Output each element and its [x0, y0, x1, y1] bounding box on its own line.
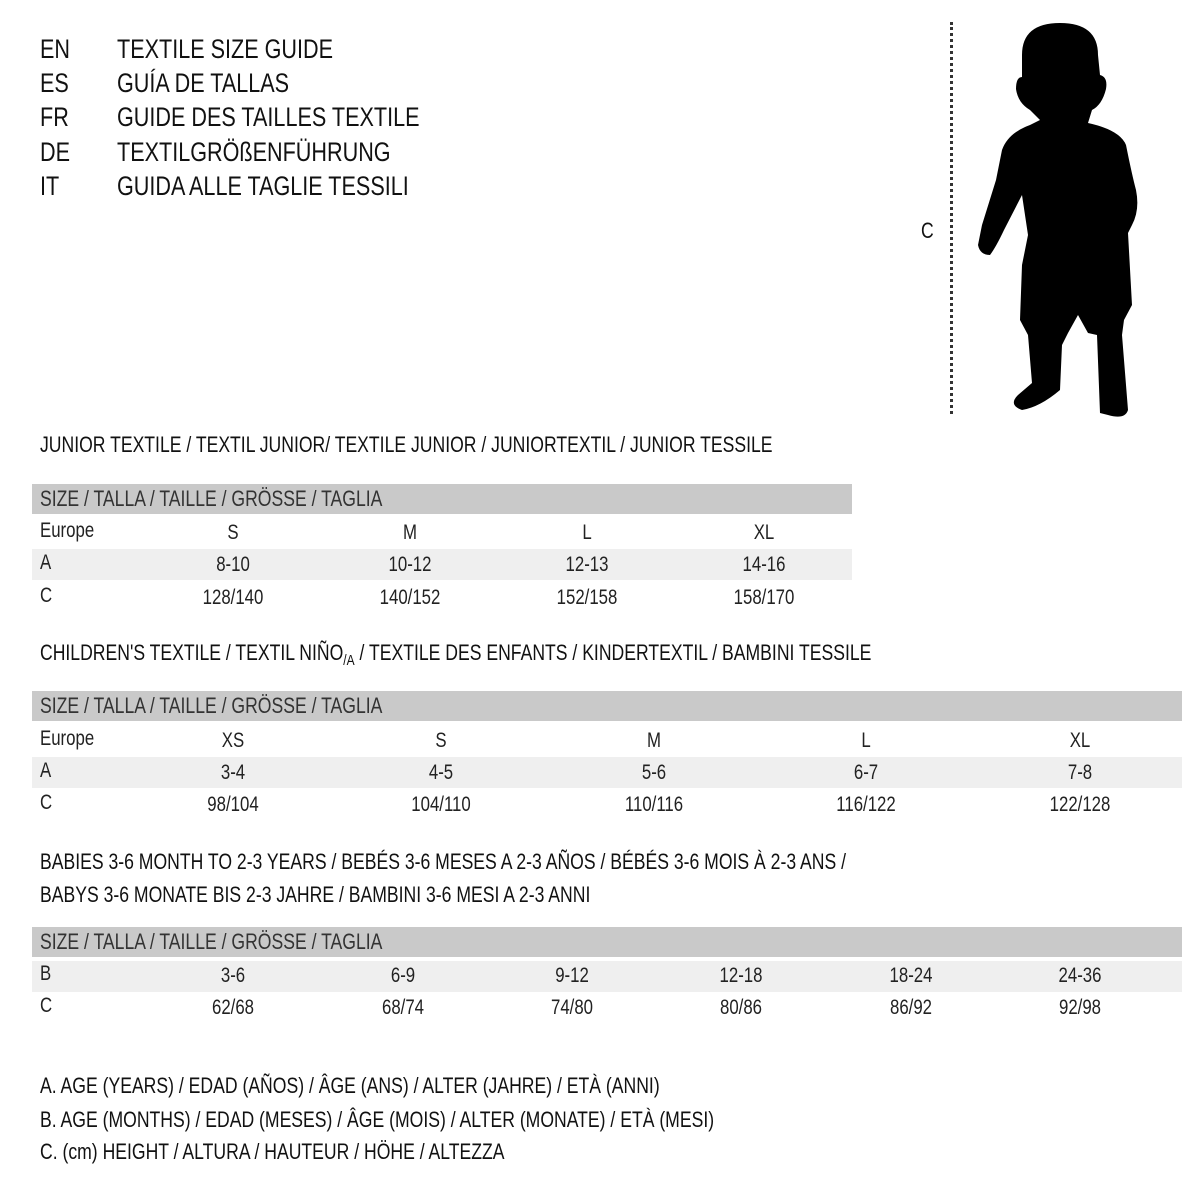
table-cell: 9-12: [555, 964, 589, 987]
table-cell: 18-24: [889, 964, 933, 987]
table-cell: 14-16: [742, 553, 786, 576]
table-cell: 3-4: [220, 761, 246, 784]
table-cell: 158/170: [733, 586, 795, 609]
table-cell: 10-12: [388, 553, 432, 576]
table-cell: 5-6: [641, 761, 667, 784]
table-cell: 128/140: [202, 586, 264, 609]
table-cell: XL: [753, 521, 775, 544]
lang-code: DE: [40, 137, 71, 167]
row-label: A: [40, 551, 52, 574]
row-band: [32, 961, 1182, 992]
table-cell: S: [227, 521, 239, 544]
table-cell: 92/98: [1058, 996, 1102, 1019]
table-header-bar: [32, 927, 1182, 957]
table-cell: 3-6: [220, 964, 246, 987]
table-header-bar: [32, 691, 1182, 721]
table-cell: 116/122: [836, 793, 896, 816]
table-cell: 68/74: [381, 996, 425, 1019]
table-header: SIZE / TALLA / TAILLE / GRÖSSE / TAGLIA: [40, 486, 383, 511]
table-cell: 24-36: [1058, 964, 1102, 987]
row-label: A: [40, 759, 52, 782]
row-label: Europe: [40, 727, 95, 750]
section-title: BABIES 3-6 MONTH TO 2-3 YEARS / BEBÉS 3-…: [40, 849, 846, 874]
table-cell: XS: [221, 729, 245, 752]
table-header: SIZE / TALLA / TAILLE / GRÖSSE / TAGLIA: [40, 929, 383, 954]
row-band: [32, 757, 1182, 788]
table-cell: 104/110: [411, 793, 471, 816]
row-band: [32, 549, 852, 580]
legend-item: B. AGE (MONTHS) / EDAD (MESES) / ÂGE (MO…: [40, 1107, 715, 1132]
lang-code: EN: [40, 34, 71, 64]
height-measure-line: [950, 22, 953, 414]
row-label: C: [40, 791, 53, 814]
table-cell: S: [435, 729, 447, 752]
row-label: Europe: [40, 519, 95, 542]
lang-code: FR: [40, 102, 69, 132]
table-cell: 98/104: [207, 793, 259, 816]
section-title: BABYS 3-6 MONATE BIS 2-3 JAHRE / BAMBINI…: [40, 882, 591, 907]
lang-code: ES: [40, 68, 69, 98]
lang-title: TEXTILE SIZE GUIDE: [117, 34, 334, 64]
table-cell: M: [647, 729, 661, 752]
table-cell: 4-5: [428, 761, 454, 784]
table-cell: M: [403, 521, 417, 544]
legend-item: C. (cm) HEIGHT / ALTURA / HAUTEUR / HÖHE…: [40, 1139, 505, 1164]
height-label: C: [921, 218, 934, 243]
table-cell: 152/158: [556, 586, 618, 609]
table-cell: 6-9: [390, 964, 416, 987]
table-cell: 110/116: [624, 793, 684, 816]
section-title: JUNIOR TEXTILE / TEXTIL JUNIOR/ TEXTILE …: [40, 432, 773, 457]
section-title: CHILDREN'S TEXTILE / TEXTIL NIÑO/A / TEX…: [40, 640, 872, 669]
row-label: C: [40, 994, 53, 1017]
table-cell: 12-13: [565, 553, 609, 576]
table-cell: 74/80: [550, 996, 594, 1019]
table-cell: 80/86: [719, 996, 763, 1019]
legend-item: A. AGE (YEARS) / EDAD (AÑOS) / ÂGE (ANS)…: [40, 1073, 660, 1098]
table-cell: 8-10: [216, 553, 250, 576]
table-cell: L: [861, 729, 871, 752]
lang-title: GUIDA ALLE TAGLIE TESSILI: [117, 171, 409, 201]
lang-code: IT: [40, 171, 60, 201]
lang-title: GUIDE DES TAILLES TEXTILE: [117, 102, 420, 132]
table-cell: 12-18: [719, 964, 763, 987]
table-cell: 86/92: [889, 996, 933, 1019]
lang-title: TEXTILGRÖßENFÜHRUNG: [117, 137, 391, 167]
table-cell: 140/152: [379, 586, 441, 609]
table-cell: 6-7: [853, 761, 879, 784]
table-header-bar: [32, 484, 852, 514]
table-cell: L: [582, 521, 592, 544]
row-label: C: [40, 584, 53, 607]
child-silhouette-icon: [978, 23, 1138, 417]
lang-title: GUÍA DE TALLAS: [117, 68, 290, 98]
row-label: B: [40, 962, 52, 985]
table-cell: 122/128: [1049, 793, 1111, 816]
table-cell: 62/68: [211, 996, 255, 1019]
table-cell: XL: [1069, 729, 1091, 752]
table-header: SIZE / TALLA / TAILLE / GRÖSSE / TAGLIA: [40, 693, 383, 718]
table-cell: 7-8: [1067, 761, 1093, 784]
